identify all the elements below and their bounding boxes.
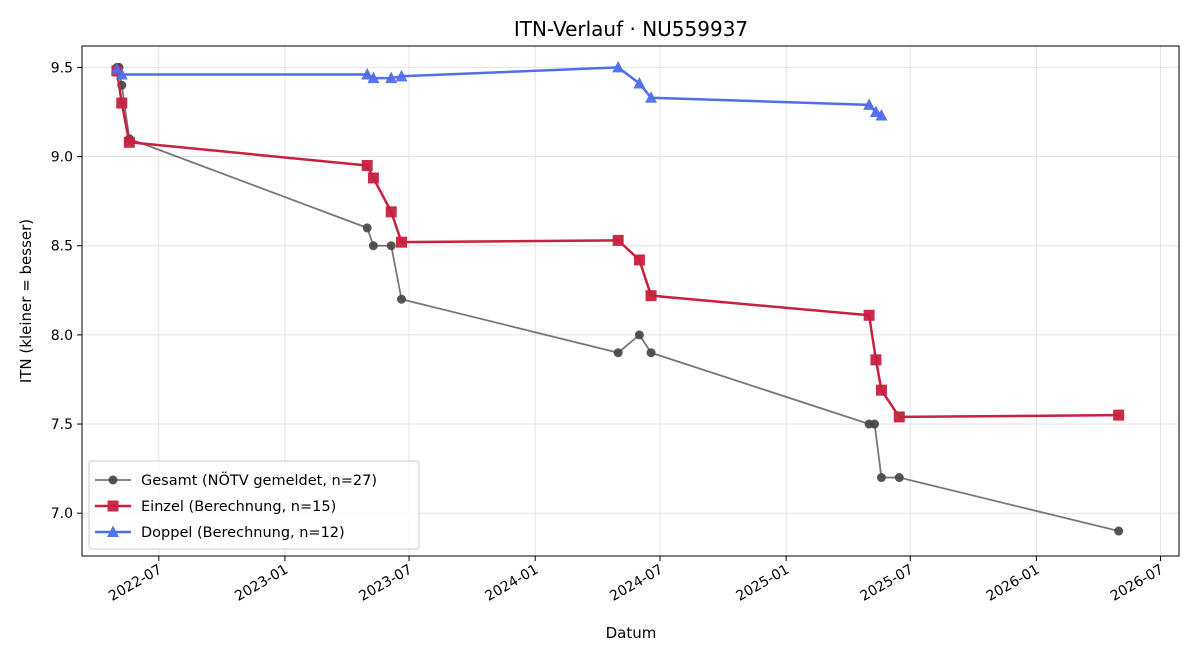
data-point [634, 330, 644, 340]
data-point [633, 76, 646, 89]
y-tick-label: 9.5 [51, 60, 73, 76]
data-point [361, 68, 374, 80]
legend-entries: Gesamt (NÖTV gemeldet, n=27) Einzel (Bere… [95, 471, 377, 541]
data-point [612, 234, 624, 246]
legend-label: Einzel (Berechnung, n=15) [141, 499, 336, 515]
data-point [875, 109, 888, 121]
series-line [116, 66, 1119, 532]
series-layer [110, 60, 1125, 536]
data-point [395, 69, 408, 82]
data-point [645, 91, 658, 103]
data-point [397, 294, 407, 304]
data-point [875, 384, 887, 396]
data-point [646, 348, 656, 358]
data-point [110, 62, 123, 75]
legend-marker [108, 475, 118, 485]
data-point [645, 290, 657, 302]
y-tick-label: 8.5 [51, 239, 73, 255]
data-point [367, 71, 380, 84]
data-point [870, 419, 880, 429]
y-axis-label: ITN (kleiner = besser) [17, 219, 35, 383]
data-point [368, 241, 378, 251]
data-point [1114, 526, 1124, 536]
data-point [870, 354, 882, 366]
data-point [863, 98, 876, 110]
data-point [367, 172, 379, 184]
legend-box [88, 460, 420, 550]
data-point [385, 206, 397, 218]
data-point [362, 223, 372, 233]
data-point [633, 254, 645, 266]
data-point [115, 68, 128, 80]
series-triangle [110, 60, 888, 121]
y-tick-label: 8.0 [51, 328, 73, 344]
data-point [386, 241, 396, 251]
plot-frame [81, 45, 1180, 557]
data-point [123, 136, 135, 148]
data-point [1113, 409, 1125, 421]
x-axis-label: Datum [606, 624, 657, 642]
legend-marker [107, 525, 119, 537]
data-point [612, 60, 625, 73]
y-tick-label: 9.0 [51, 150, 73, 166]
data-point [116, 97, 128, 109]
data-point [876, 473, 886, 483]
legend: Gesamt (NÖTV gemeldet, n=27) Einzel (Bere… [88, 460, 420, 550]
data-point [894, 473, 904, 483]
data-point [361, 159, 373, 171]
data-point [396, 236, 408, 248]
data-point [385, 71, 398, 84]
y-tick-label: 7.0 [51, 506, 73, 522]
data-point [613, 348, 623, 358]
legend-marker [107, 500, 119, 512]
y-tick-label: 7.5 [51, 417, 73, 433]
data-point [863, 309, 875, 321]
chart-title: ITN-Verlauf · NU559937 [514, 17, 748, 41]
legend-label: Gesamt (NÖTV gemeldet, n=27) [141, 471, 377, 489]
grid-layer [82, 46, 1179, 556]
legend-label: Doppel (Berechnung, n=12) [141, 525, 345, 541]
series-square [111, 65, 1125, 423]
data-point [893, 411, 905, 423]
